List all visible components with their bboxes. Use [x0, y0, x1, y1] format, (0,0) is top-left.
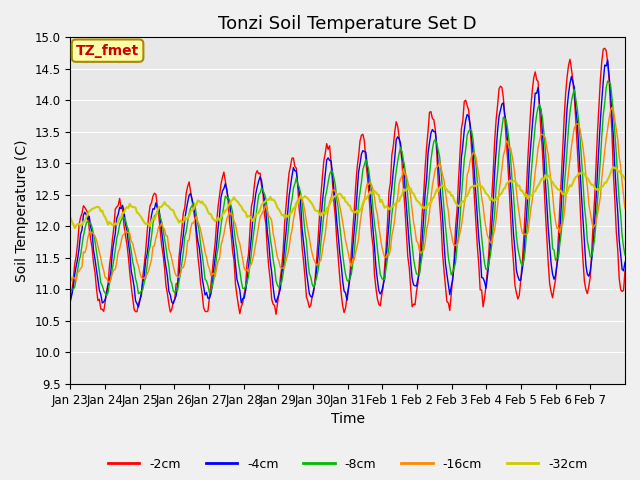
-4cm — [103, 291, 111, 297]
-2cm — [546, 281, 554, 287]
-16cm — [621, 206, 629, 212]
-32cm — [621, 176, 629, 182]
-2cm — [103, 288, 111, 294]
Line: -4cm: -4cm — [70, 60, 625, 307]
-2cm — [621, 268, 629, 274]
-4cm — [620, 268, 627, 274]
-32cm — [104, 222, 112, 228]
-16cm — [608, 105, 616, 110]
-16cm — [620, 193, 627, 199]
-2cm — [67, 296, 74, 302]
-4cm — [85, 214, 93, 219]
-32cm — [546, 174, 554, 180]
-8cm — [104, 290, 112, 296]
-32cm — [67, 215, 74, 220]
Line: -2cm: -2cm — [70, 48, 625, 314]
-32cm — [463, 193, 471, 199]
-2cm — [620, 288, 627, 293]
-32cm — [353, 208, 361, 214]
-4cm — [134, 304, 142, 310]
-8cm — [604, 78, 611, 84]
Legend: -2cm, -4cm, -8cm, -16cm, -32cm: -2cm, -4cm, -8cm, -16cm, -32cm — [103, 453, 593, 476]
-8cm — [67, 291, 74, 297]
-2cm — [353, 165, 361, 170]
-32cm — [609, 164, 617, 170]
-32cm — [71, 225, 79, 231]
-8cm — [621, 252, 629, 258]
-4cm — [546, 243, 554, 249]
Line: -32cm: -32cm — [70, 167, 625, 228]
-8cm — [620, 244, 627, 250]
Line: -8cm: -8cm — [70, 81, 625, 296]
-32cm — [87, 208, 95, 214]
Y-axis label: Soil Temperature (C): Soil Temperature (C) — [15, 139, 29, 282]
-16cm — [103, 275, 111, 281]
-16cm — [67, 273, 74, 279]
Line: -16cm: -16cm — [70, 108, 625, 282]
-32cm — [620, 174, 627, 180]
-16cm — [85, 229, 93, 235]
-16cm — [546, 168, 554, 173]
-8cm — [103, 293, 111, 299]
-16cm — [463, 172, 471, 178]
-4cm — [67, 298, 74, 304]
Text: TZ_fmet: TZ_fmet — [76, 44, 139, 58]
-8cm — [85, 221, 93, 227]
-16cm — [353, 243, 361, 249]
-2cm — [601, 46, 609, 51]
-8cm — [546, 206, 554, 212]
-2cm — [463, 103, 471, 108]
X-axis label: Time: Time — [331, 412, 365, 426]
Title: Tonzi Soil Temperature Set D: Tonzi Soil Temperature Set D — [218, 15, 477, 33]
-8cm — [463, 132, 471, 138]
-2cm — [272, 312, 280, 317]
-16cm — [106, 279, 113, 285]
-4cm — [621, 259, 629, 265]
-8cm — [353, 221, 361, 227]
-4cm — [604, 57, 611, 63]
-4cm — [463, 112, 471, 118]
-4cm — [353, 190, 361, 196]
-2cm — [85, 226, 93, 232]
